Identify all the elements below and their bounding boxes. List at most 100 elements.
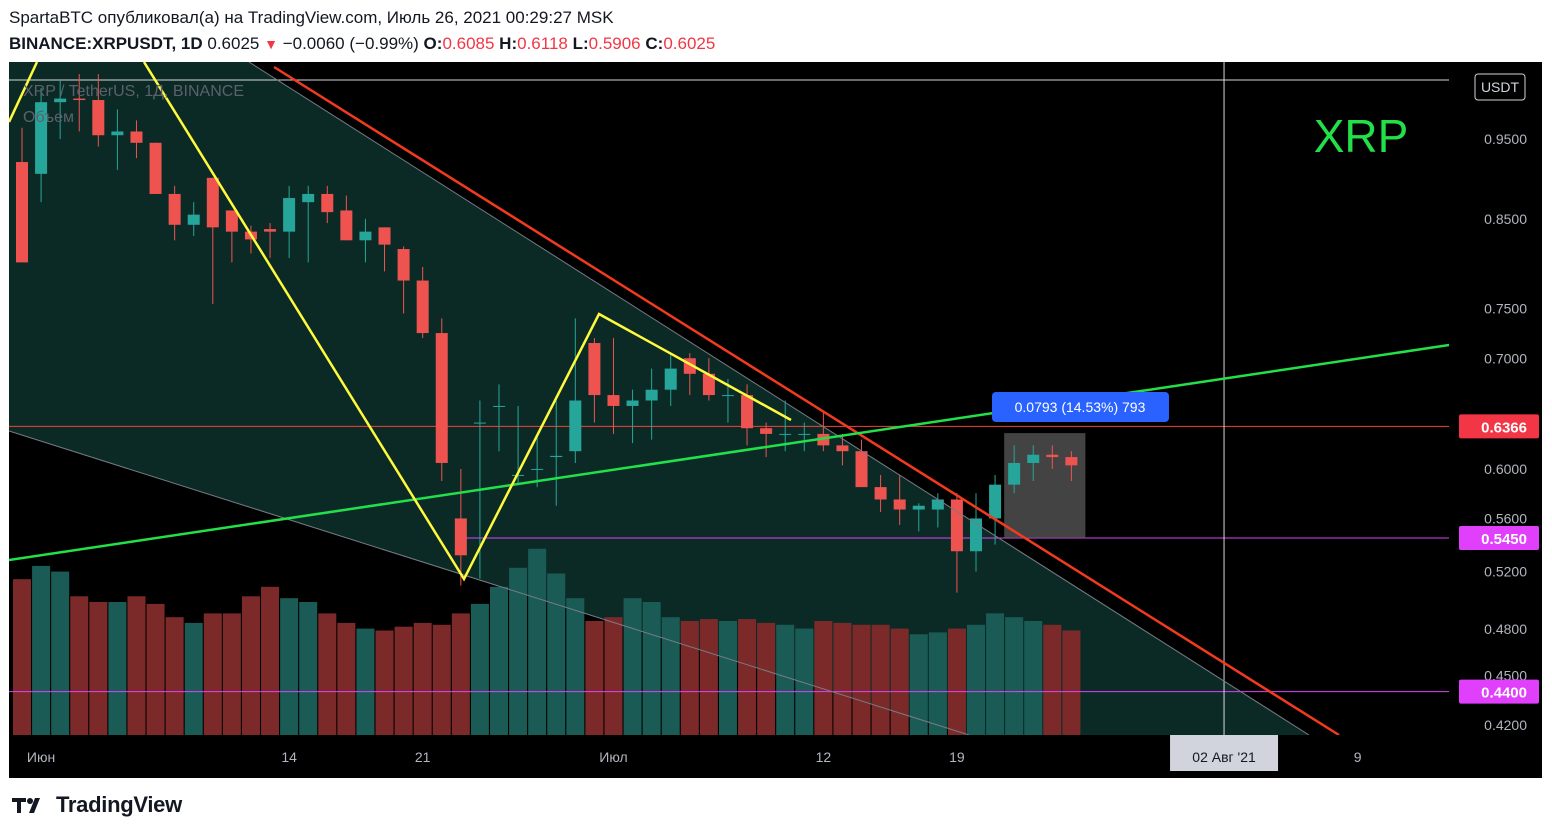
volume-bar [241, 596, 260, 735]
volume-bar [146, 603, 165, 735]
candle-body [760, 428, 773, 434]
candle-body [893, 499, 906, 510]
volume-bar [928, 632, 947, 735]
candle-body [92, 100, 105, 136]
volume-bar [51, 571, 70, 735]
price-level-badge [1459, 679, 1539, 704]
candle-body [340, 210, 353, 241]
x-tick-label: 12 [816, 749, 832, 765]
open-label: O: [423, 34, 443, 53]
candle-body [225, 210, 238, 232]
volume-bar [871, 624, 890, 735]
volume-bar [451, 613, 470, 735]
candle-body [473, 422, 486, 424]
y-tick-label: 0.7000 [1484, 350, 1527, 366]
candle-body [664, 368, 677, 390]
legend-series-title: XRP / TetherUS, 1Д, BINANCE [23, 83, 244, 100]
channel-fill [9, 62, 1309, 735]
candle-body [531, 468, 544, 470]
close-value: 0.6025 [663, 34, 716, 53]
x-tick-label: 21 [415, 749, 431, 765]
volume-bar [1005, 617, 1024, 735]
volume-bar [1024, 621, 1043, 735]
candle-body [550, 455, 563, 458]
x-axis-band [9, 735, 1542, 778]
volume-bar [280, 598, 299, 735]
volume-bar [184, 622, 203, 735]
y-tick-label: 0.4800 [1484, 621, 1527, 637]
candle-body [931, 499, 944, 510]
candle-body [970, 518, 982, 552]
candle-body [416, 280, 429, 334]
tradingview-footer[interactable]: TradingView [10, 792, 182, 818]
chart-canvas[interactable]: Июн 14 21 Июл 12 19 9 02 Авг '21 0.9500 0.8500 0.… [9, 62, 1542, 778]
candle-body [855, 451, 868, 488]
price-level-badge [1459, 525, 1539, 550]
x-tick-label: 9 [1354, 749, 1362, 765]
volume-bar [852, 624, 871, 735]
chart-area[interactable]: Июн 14 21 Июл 12 19 9 02 Авг '21 0.9500 0.8500 0.… [9, 62, 1542, 778]
candle-body [264, 229, 277, 232]
candle-body [397, 249, 410, 281]
candle-body [1027, 454, 1040, 463]
candle-body [588, 343, 601, 396]
x-tick-label: 14 [281, 749, 297, 765]
channel-upper-line [248, 62, 1310, 735]
open-value: 0.6085 [442, 34, 495, 53]
volume-bar [413, 622, 432, 735]
candle-body [187, 214, 200, 225]
resistance-trend-line [273, 65, 1340, 735]
price-level-badge-label: 0.6366 [1481, 419, 1527, 436]
symbol-watermark: XRP [1314, 110, 1409, 162]
y-tick-label: 0.8500 [1484, 211, 1527, 227]
volume-bar [108, 602, 127, 735]
last-price: 0.6025 [207, 34, 260, 53]
candle-body [779, 433, 792, 435]
y-axis-band [1449, 62, 1542, 735]
currency-badge [1474, 73, 1526, 101]
volume-bar [261, 586, 280, 735]
volume-bar [547, 573, 566, 735]
measure-range-box [1004, 433, 1086, 538]
volume-bar [490, 586, 508, 735]
volume-bar [947, 628, 966, 735]
x-tick-label: Июл [599, 749, 627, 765]
channel-lower-line [9, 430, 970, 735]
x-crosshair-date-box [1170, 735, 1279, 771]
volume-bar [299, 602, 318, 735]
candle-body [283, 198, 296, 232]
volume-bar [203, 613, 222, 735]
price-change: −0.0060 (−0.99%) [282, 34, 419, 53]
candle-body [836, 445, 849, 452]
measure-label: 0.0793 (14.53%) 793 [1015, 399, 1146, 415]
candle-body [130, 131, 143, 143]
volume-bar [222, 613, 241, 735]
y-tick-label: 0.5600 [1484, 510, 1527, 526]
price-level-badge [1459, 414, 1539, 439]
volume-bar [528, 548, 547, 735]
volume-bar [776, 624, 795, 735]
publisher-line: SpartaBTC опубликовал(а) на TradingView.… [9, 8, 614, 28]
volume-bar [585, 621, 604, 735]
volume-bar [89, 602, 108, 735]
y-tick-label: 0.4500 [1484, 667, 1527, 683]
volume-bar [680, 621, 699, 735]
candle-body [54, 98, 67, 103]
candle-body [702, 373, 715, 396]
candle-body [645, 389, 658, 401]
y-tick-label: 0.9500 [1484, 131, 1527, 147]
tradingview-brand: TradingView [56, 792, 182, 817]
candle-body [874, 487, 887, 500]
candle-body [493, 405, 505, 407]
zigzag-segment-1 [9, 62, 39, 123]
high-value: 0.6118 [517, 34, 568, 53]
volume-bar [337, 622, 356, 735]
candle-body [378, 227, 391, 245]
volume-bar [1062, 630, 1081, 735]
candle-body [149, 142, 162, 194]
volume-bar [165, 617, 184, 735]
candle-body [741, 395, 754, 429]
y-tick-label: 0.5200 [1484, 564, 1527, 580]
price-level-badge-label: 0.5450 [1481, 531, 1527, 548]
candle-body [569, 400, 582, 452]
